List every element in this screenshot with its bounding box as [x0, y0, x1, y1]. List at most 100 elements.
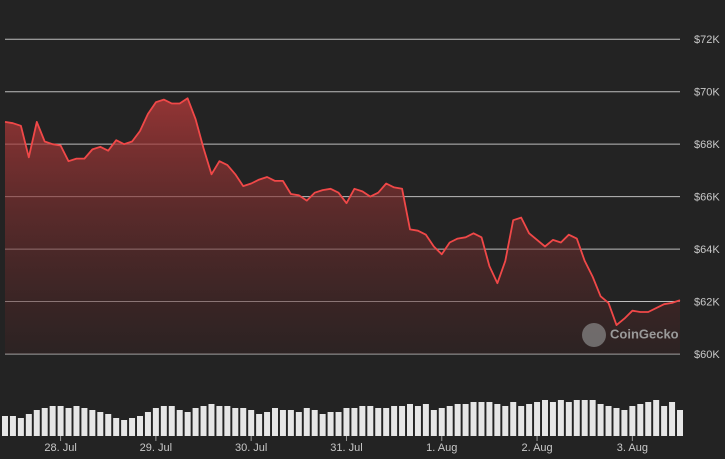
volume-bar	[256, 414, 263, 436]
volume-bar	[422, 404, 429, 436]
volume-bar	[33, 410, 40, 436]
volume-bar	[240, 408, 247, 436]
volume-bar	[454, 404, 461, 436]
volume-bar	[295, 412, 302, 436]
volume-bar	[677, 410, 683, 436]
volume-bar	[359, 406, 366, 436]
volume-bar	[65, 408, 72, 436]
volume-bar	[184, 412, 191, 436]
x-tick-label: 30. Jul	[235, 442, 267, 454]
x-tick-label: 1. Aug	[426, 442, 457, 454]
volume-bar	[399, 406, 406, 436]
volume-bar	[105, 414, 112, 436]
x-tick-label: 29. Jul	[140, 442, 172, 454]
volume-bar	[438, 408, 445, 436]
volume-bar	[303, 408, 310, 436]
volume-bar	[478, 402, 485, 436]
volume-bar	[216, 406, 223, 436]
x-tick-label: 31. Jul	[330, 442, 362, 454]
y-tick-label: $66K	[694, 192, 720, 204]
volume-bar	[200, 406, 207, 436]
volume-bar	[25, 414, 32, 436]
volume-bar	[192, 408, 199, 436]
volume-bar	[224, 406, 231, 436]
y-tick-label: $64K	[694, 244, 720, 256]
volume-bar	[613, 408, 620, 436]
price-line	[4, 97, 681, 326]
volume-bar	[494, 404, 501, 436]
volume-bar	[57, 406, 64, 436]
volume-bar	[73, 406, 80, 436]
volume-bar	[343, 408, 350, 436]
volume-bar	[232, 408, 239, 436]
volume-bar	[510, 402, 517, 436]
y-tick-label: $70K	[694, 87, 720, 99]
volume-bar	[565, 402, 572, 436]
volume-bar	[49, 406, 56, 436]
y-tick-label: $68K	[694, 139, 720, 151]
volume-bar	[327, 412, 334, 436]
y-tick-label: $62K	[694, 296, 720, 308]
volume-bar	[351, 408, 358, 436]
volume-bar	[2, 416, 8, 436]
volume-bar	[248, 410, 255, 436]
volume-bar	[462, 404, 469, 436]
x-tick-label: 2. Aug	[521, 442, 552, 454]
volume-bar	[621, 410, 628, 436]
x-tick-label: 3. Aug	[617, 442, 648, 454]
volume-bar	[137, 416, 143, 436]
volume-bar	[279, 410, 286, 436]
volume-bar	[375, 408, 382, 436]
volume-bar	[383, 408, 390, 436]
volume-bar	[581, 400, 588, 436]
volume-bar	[264, 412, 271, 436]
x-tick-label: 28. Jul	[44, 442, 76, 454]
volume-bar	[653, 400, 660, 436]
volume-bar	[168, 406, 175, 436]
volume-bar	[645, 402, 652, 436]
y-tick-label: $72K	[694, 34, 720, 46]
volume-bar	[367, 406, 374, 436]
volume-bar	[446, 406, 453, 436]
volume-bar	[407, 404, 413, 436]
volume-bar	[526, 404, 533, 436]
volume-bar	[534, 402, 541, 436]
watermark: CoinGecko	[610, 326, 679, 341]
volume-bar	[41, 408, 48, 436]
volume-bar	[518, 406, 525, 436]
watermark-group: CoinGecko	[582, 323, 679, 347]
volume-bar	[81, 408, 88, 436]
volume-bar	[97, 412, 104, 436]
volume-bar	[176, 410, 183, 436]
volume-bar	[121, 420, 128, 436]
y-tick-label: $60K	[694, 349, 720, 361]
volume-bar	[391, 406, 398, 436]
volume-bar	[287, 410, 294, 436]
volume-bar	[311, 410, 318, 436]
volume-bar	[129, 418, 136, 436]
volume-bar	[573, 400, 580, 436]
volume-bar	[597, 404, 604, 436]
volume-bar	[557, 400, 564, 436]
volume-bar	[208, 404, 215, 436]
volume-bar	[414, 406, 421, 436]
volume-bar	[549, 402, 556, 436]
volume-bar	[605, 406, 612, 436]
volume-bar	[542, 400, 548, 436]
volume-bar	[589, 400, 596, 436]
volume-bar	[89, 410, 96, 436]
volume-bar	[160, 406, 167, 436]
volume-bar	[319, 414, 326, 436]
volume-bar	[9, 416, 16, 436]
volume-bar	[17, 418, 24, 436]
volume-bar	[430, 410, 437, 436]
volume-bar	[113, 418, 120, 436]
volume-bar	[470, 402, 477, 436]
volume-bar	[502, 406, 509, 436]
volume-bar	[637, 404, 644, 436]
volume-bar	[272, 408, 278, 436]
volume-bar	[629, 406, 636, 436]
price-area	[5, 98, 680, 354]
